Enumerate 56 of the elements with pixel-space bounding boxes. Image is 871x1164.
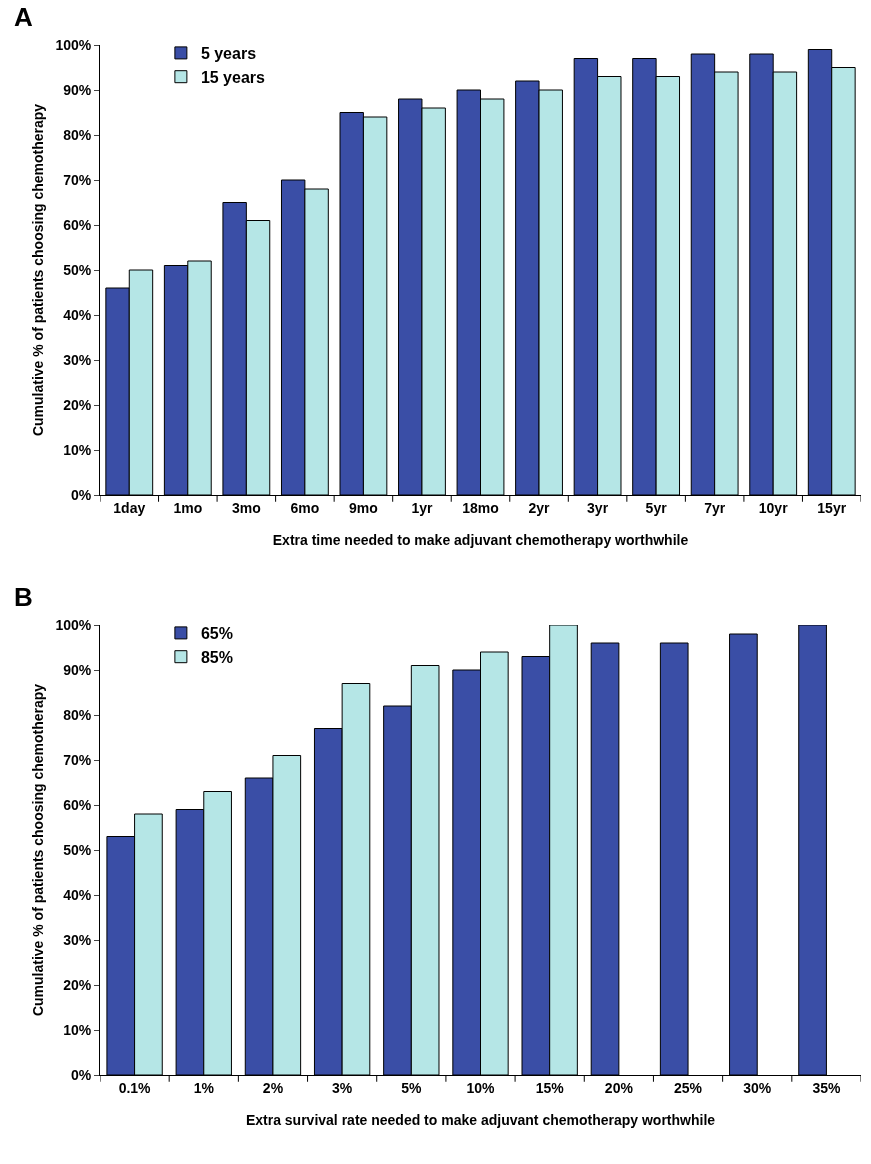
x-tick-label: 15yr	[817, 499, 847, 516]
x-tick-label: 15%	[535, 1079, 565, 1096]
legend-label: 65%	[200, 625, 233, 643]
y-tick-label: 60%	[63, 796, 92, 813]
x-tick-label: 3%	[332, 1079, 353, 1096]
x-tick-label: 20%	[604, 1079, 634, 1096]
x-tick-label: 9mo	[349, 499, 378, 516]
x-tick-label: 5%	[401, 1079, 422, 1096]
y-tick-label: 70%	[63, 751, 92, 768]
x-tick-label: 5yr	[645, 499, 668, 516]
y-tick-label: 60%	[63, 216, 92, 233]
x-tick-label: 3mo	[231, 499, 261, 516]
legend-label: 15 years	[200, 68, 266, 86]
y-tick-label: 10%	[63, 1021, 92, 1038]
x-tick-label: 25%	[674, 1079, 703, 1096]
text: A	[14, 2, 33, 32]
y-tick-label: 50%	[63, 841, 92, 858]
y-tick-label: 0%	[70, 1066, 92, 1083]
x-tick-label: 1mo	[173, 499, 203, 516]
x-tick-label: 1yr	[411, 499, 434, 516]
y-tick-label: 30%	[63, 931, 92, 948]
x-tick-label: 2%	[262, 1079, 284, 1096]
x-tick-label: 0.1%	[118, 1079, 152, 1096]
x-tick-label: 30%	[743, 1079, 772, 1096]
legend-label: 5 years	[200, 45, 257, 63]
y-tick-label: 80%	[63, 126, 92, 143]
x-tick-label: 7yr	[704, 499, 726, 516]
text: B	[14, 582, 33, 612]
y-tick-label: 0%	[70, 486, 92, 503]
x-tick-label: 35%	[812, 1079, 841, 1096]
y-tick-label: 20%	[63, 396, 92, 413]
y-axis-title: Cumulative % of patients choosing chemotherapy	[29, 103, 46, 437]
y-tick-label: 90%	[63, 661, 92, 678]
y-tick-label: 20%	[63, 976, 92, 993]
x-tick-label: 10yr	[758, 499, 789, 516]
y-tick-label: 80%	[63, 706, 92, 723]
x-axis-title: Extra time needed to make adjuvant chemotherapy worthwhile	[272, 532, 689, 549]
x-tick-label: 6mo	[290, 499, 320, 516]
y-tick-label: 90%	[63, 81, 92, 98]
y-tick-label: 30%	[63, 351, 92, 368]
legend-label: 85%	[200, 648, 233, 666]
y-tick-label: 100%	[55, 36, 92, 53]
y-tick-label: 100%	[55, 616, 92, 633]
x-tick-label: 1%	[193, 1079, 215, 1096]
x-tick-label: 10%	[466, 1079, 496, 1096]
x-tick-label: 18mo	[462, 499, 499, 516]
x-tick-label: 3yr	[587, 499, 609, 516]
y-tick-label: 70%	[63, 171, 92, 188]
y-axis-title: Cumulative % of patients choosing chemotherapy	[29, 683, 46, 1017]
y-tick-label: 40%	[63, 886, 92, 903]
y-tick-label: 50%	[63, 261, 92, 278]
x-tick-label: 2yr	[528, 499, 551, 516]
x-tick-label: 1day	[113, 499, 146, 516]
y-tick-label: 40%	[63, 306, 92, 323]
x-axis-title: Extra survival rate needed to make adjuvant chemotherapy worthwhile	[245, 1112, 716, 1129]
y-tick-label: 10%	[63, 441, 92, 458]
